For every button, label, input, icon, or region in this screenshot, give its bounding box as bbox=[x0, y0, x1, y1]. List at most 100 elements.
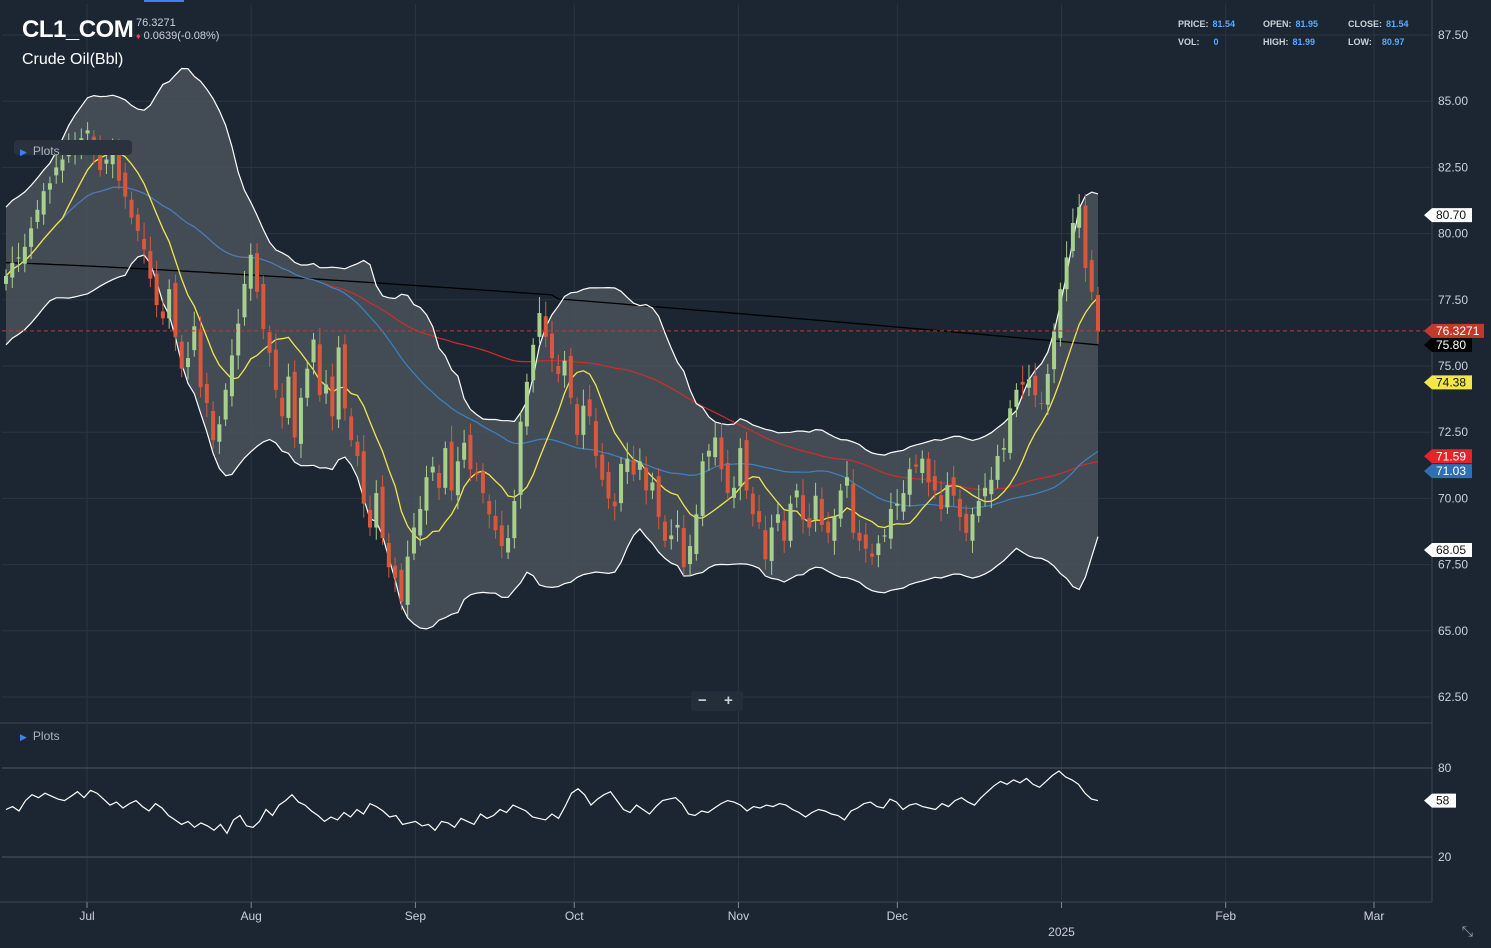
candle-body bbox=[970, 514, 975, 541]
candle-body bbox=[732, 487, 736, 498]
candle-body bbox=[273, 349, 278, 390]
x-tick-label: Mar bbox=[1364, 909, 1385, 923]
instrument-name: Crude Oil(Bbl) bbox=[22, 51, 124, 68]
candle-body bbox=[248, 254, 253, 289]
candle-body bbox=[895, 503, 900, 506]
candle-body bbox=[418, 508, 423, 536]
x-tick-label-year: 2025 bbox=[1048, 925, 1075, 939]
rsi-marker-bg bbox=[1424, 793, 1456, 808]
candle-body bbox=[393, 565, 398, 578]
last-price: 76.3271 bbox=[136, 17, 176, 29]
candle-body bbox=[160, 311, 165, 319]
osc-tick-label: 80 bbox=[1438, 761, 1452, 775]
candle-body bbox=[255, 253, 260, 292]
active-tab-indicator bbox=[144, 0, 184, 2]
y-tick-label: 70.00 bbox=[1438, 491, 1468, 505]
candle-body bbox=[857, 532, 862, 541]
y-tick-label: 77.50 bbox=[1438, 293, 1468, 307]
candle-body bbox=[292, 371, 297, 438]
candle-body bbox=[819, 498, 824, 525]
candle-body bbox=[719, 437, 724, 470]
candle-body bbox=[675, 524, 680, 528]
candle-body bbox=[173, 282, 178, 337]
resize-handle-icon[interactable]: ⤡ bbox=[1461, 923, 1473, 939]
main-plots-toggle[interactable]: ▶ Plots bbox=[20, 144, 60, 158]
zoom-out-button[interactable]: − bbox=[698, 692, 707, 709]
candle-body bbox=[54, 167, 59, 176]
candle-body bbox=[368, 510, 372, 528]
plots-toggle-background bbox=[14, 140, 132, 155]
candle-body bbox=[135, 214, 140, 231]
rsi-line bbox=[5, 770, 1099, 835]
candle-body bbox=[330, 376, 335, 417]
lower-band-marker: 68.05 bbox=[1436, 543, 1466, 557]
candle-body bbox=[355, 441, 360, 457]
candle-body bbox=[116, 149, 121, 181]
y-tick-label: 72.50 bbox=[1438, 425, 1468, 439]
candle-body bbox=[267, 332, 272, 353]
long-ma-marker: 75.80 bbox=[1436, 338, 1466, 352]
candle-body bbox=[794, 490, 799, 498]
candle-body bbox=[342, 344, 347, 409]
candle-body bbox=[744, 440, 749, 491]
candle-body bbox=[1089, 260, 1094, 292]
zoom-in-button[interactable]: + bbox=[724, 692, 733, 709]
candle-body bbox=[386, 542, 391, 568]
down-diamond-icon: ♦ bbox=[136, 31, 141, 41]
candle-body bbox=[562, 360, 567, 376]
oscillator-plots-toggle[interactable]: ▶ Plots bbox=[20, 729, 60, 743]
candle-body bbox=[487, 501, 492, 515]
candle-body bbox=[750, 493, 755, 515]
candle-body bbox=[669, 535, 674, 540]
candle-body bbox=[242, 283, 247, 318]
candle-body bbox=[506, 538, 511, 553]
upper-band-marker: 80.70 bbox=[1436, 208, 1466, 222]
fast-ma-marker-bg bbox=[1424, 375, 1472, 390]
candle-body bbox=[813, 495, 818, 520]
candle-body bbox=[706, 450, 711, 457]
candle-body bbox=[317, 344, 322, 396]
stats-open: OPEN: 81.95 bbox=[1263, 19, 1319, 29]
candle-body bbox=[142, 238, 147, 250]
candle-body bbox=[311, 339, 316, 363]
y-tick-label: 87.50 bbox=[1438, 28, 1468, 42]
y-tick-label: 65.00 bbox=[1438, 624, 1468, 638]
current-price-marker: 76.3271 bbox=[1436, 324, 1480, 338]
candle-body bbox=[957, 498, 962, 517]
candle-body bbox=[738, 448, 743, 487]
candle-body bbox=[838, 490, 843, 519]
candle-body bbox=[801, 495, 806, 520]
candle-body bbox=[662, 521, 667, 541]
candle-body bbox=[851, 483, 856, 533]
candle-body bbox=[763, 530, 768, 560]
candle-body bbox=[85, 130, 90, 134]
candle-body bbox=[914, 464, 918, 467]
candle-body bbox=[305, 368, 310, 398]
x-tick-label: Dec bbox=[887, 909, 908, 923]
candle-body bbox=[411, 527, 416, 554]
candle-body bbox=[499, 525, 504, 547]
lower-band-marker-bg bbox=[1424, 543, 1472, 558]
y-tick-label: 85.00 bbox=[1438, 94, 1468, 108]
expand-triangle-icon: ▶ bbox=[20, 147, 27, 157]
candle-body bbox=[587, 399, 592, 417]
long-ma-line bbox=[5, 262, 1099, 346]
fast-ma-marker: 74.38 bbox=[1436, 375, 1466, 389]
candle-body bbox=[22, 246, 27, 264]
mid-ma-line bbox=[5, 186, 1099, 509]
candle-body bbox=[920, 458, 925, 473]
candle-body bbox=[1077, 207, 1082, 228]
candle-body bbox=[129, 199, 134, 218]
candle-body bbox=[148, 251, 153, 279]
stats-close: CLOSE: 81.54 bbox=[1348, 19, 1409, 29]
candle-body bbox=[1064, 257, 1069, 290]
candle-body bbox=[192, 326, 197, 351]
candle-body bbox=[41, 191, 46, 215]
candle-body bbox=[154, 273, 159, 306]
candle-body bbox=[518, 421, 523, 495]
candle-body bbox=[223, 389, 228, 420]
candle-body bbox=[550, 333, 554, 359]
current-price-marker-bg bbox=[1424, 323, 1484, 338]
y-tick-label: 82.50 bbox=[1438, 160, 1468, 174]
